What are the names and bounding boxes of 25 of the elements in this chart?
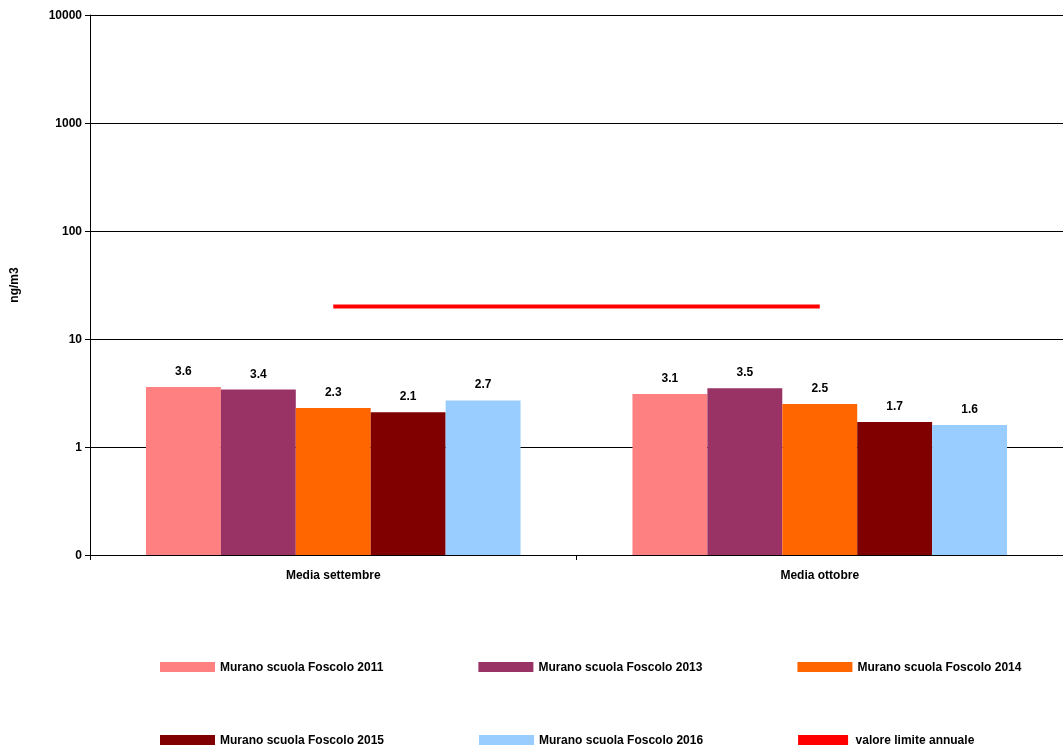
data-label: 2.3 [324, 384, 342, 399]
y-tick-label: 1000 [55, 116, 83, 130]
data-label: 2.7 [474, 377, 492, 392]
data-label: 3.6 [175, 363, 193, 378]
legend-label: Murano scuola Foscolo 2016 [539, 733, 704, 747]
data-label: 3.4 [249, 366, 267, 381]
y-tick-label: 10 [68, 332, 83, 346]
y-tick-label: 10000 [48, 8, 83, 22]
x-tick-label: Media ottobre [780, 568, 860, 582]
y-tick-label: 0 [75, 548, 83, 562]
data-label: 2.5 [811, 381, 829, 396]
legend-label: valore limite annuale [855, 733, 975, 747]
y-tick-label: 1 [75, 440, 83, 454]
legend-label: Murano scuola Foscolo 2011 [220, 660, 384, 674]
data-label: 3.1 [661, 370, 679, 385]
y-axis-title: ng/m3 [7, 267, 21, 303]
data-label: 1.6 [961, 401, 979, 416]
legend-label: Murano scuola Foscolo 2014 [857, 660, 1022, 674]
legend-label: Murano scuola Foscolo 2015 [220, 733, 385, 747]
data-label: 3.5 [736, 365, 754, 380]
data-label: 1.7 [886, 399, 904, 414]
legend-label: Murano scuola Foscolo 2013 [538, 660, 703, 674]
y-tick-label: 100 [61, 224, 83, 238]
data-label: 2.1 [399, 389, 417, 404]
x-tick-label: Media settembre [285, 568, 381, 582]
